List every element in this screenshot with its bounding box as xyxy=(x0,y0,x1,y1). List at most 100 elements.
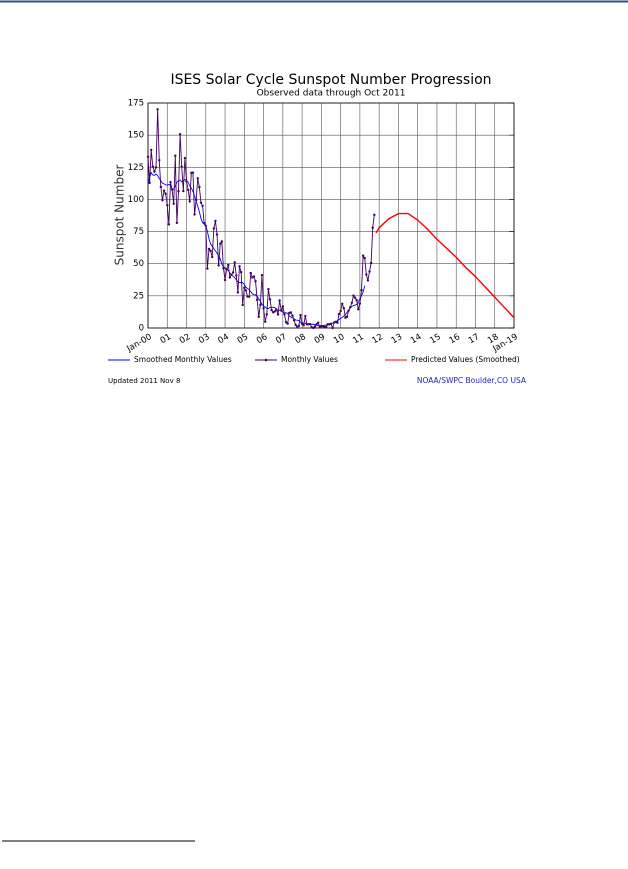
data-point xyxy=(217,264,220,267)
data-point xyxy=(302,324,305,327)
data-point xyxy=(188,200,191,203)
data-point xyxy=(204,224,207,227)
data-point xyxy=(369,261,373,265)
data-point xyxy=(281,305,285,308)
x-tick-label: 12 xyxy=(371,332,385,346)
data-point xyxy=(215,233,219,236)
data-point xyxy=(154,166,158,169)
data-point xyxy=(225,267,228,271)
data-point xyxy=(236,291,240,294)
data-point xyxy=(352,294,355,297)
data-point xyxy=(286,322,289,325)
data-point xyxy=(254,280,257,283)
data-point xyxy=(259,303,262,307)
data-point xyxy=(194,198,198,202)
data-point xyxy=(227,263,230,267)
data-point xyxy=(223,278,227,282)
y-tick-label: 0 xyxy=(139,324,144,334)
data-point xyxy=(206,267,209,270)
data-point xyxy=(353,296,357,299)
data-point xyxy=(222,267,225,270)
data-point xyxy=(276,313,280,316)
data-point xyxy=(178,133,182,136)
data-point xyxy=(247,295,251,298)
data-point xyxy=(252,275,256,278)
data-point xyxy=(180,165,183,168)
data-point xyxy=(182,189,185,193)
y-tick-label: 25 xyxy=(133,291,144,301)
x-tick-label: 18 xyxy=(486,332,500,346)
data-point xyxy=(158,159,161,162)
data-point xyxy=(164,192,167,195)
chart-subtitle: Observed data through Oct 2011 xyxy=(257,89,406,99)
data-point xyxy=(233,261,236,264)
data-point xyxy=(156,108,159,111)
data-point xyxy=(357,308,360,311)
x-tick-label: 13 xyxy=(390,332,404,346)
legend-label: Predicted Values (Smoothed) xyxy=(411,355,520,364)
data-point xyxy=(186,188,190,192)
data-point xyxy=(167,223,171,226)
data-point xyxy=(249,271,252,275)
data-point xyxy=(255,298,259,302)
x-tick-label: 16 xyxy=(448,332,462,346)
data-point xyxy=(162,189,166,192)
data-point xyxy=(185,180,188,183)
data-point xyxy=(267,287,270,291)
footer-right: NOAA/SWPC Boulder,CO USA xyxy=(417,376,527,385)
data-point xyxy=(211,255,214,259)
y-tick-label: 150 xyxy=(128,131,144,141)
data-point xyxy=(260,273,264,277)
data-point xyxy=(368,270,371,273)
data-point xyxy=(331,326,334,330)
data-point xyxy=(153,170,156,173)
data-point xyxy=(193,213,196,216)
y-tick-label: 50 xyxy=(133,259,144,269)
data-point xyxy=(339,309,342,313)
data-point xyxy=(283,313,286,316)
x-tick-label: 02 xyxy=(178,332,192,346)
data-point xyxy=(300,322,304,325)
x-tick-label: 09 xyxy=(313,332,327,346)
x-tick-label: 14 xyxy=(409,332,423,346)
plot-frame xyxy=(147,102,515,329)
data-point xyxy=(161,199,164,202)
data-point xyxy=(371,226,374,229)
x-tick-label: 11 xyxy=(351,332,365,346)
y-tick-label: 75 xyxy=(133,227,144,237)
data-point xyxy=(219,242,222,245)
data-point xyxy=(273,310,277,313)
data-point xyxy=(365,273,368,276)
data-point xyxy=(299,313,302,317)
data-point xyxy=(148,181,151,185)
data-point xyxy=(207,247,211,251)
data-point xyxy=(243,286,246,289)
x-tick-label: 17 xyxy=(467,332,481,346)
x-tick-label: 08 xyxy=(293,332,307,346)
data-point xyxy=(347,309,350,312)
data-point xyxy=(231,271,235,274)
data-point xyxy=(170,188,174,191)
data-point xyxy=(191,171,195,174)
x-tick-label: 03 xyxy=(197,332,211,346)
data-point xyxy=(361,254,365,257)
data-point xyxy=(373,213,376,217)
data-point xyxy=(342,307,346,310)
data-point xyxy=(324,325,328,329)
data-point xyxy=(166,203,169,207)
data-point xyxy=(214,219,217,223)
data-point xyxy=(265,313,268,316)
data-point xyxy=(329,322,333,326)
legend-marker xyxy=(264,358,268,362)
data-point xyxy=(151,165,155,168)
data-point xyxy=(291,314,294,317)
x-tick-label: 07 xyxy=(274,332,288,346)
data-point xyxy=(336,321,339,324)
data-point xyxy=(199,201,203,204)
data-point xyxy=(196,177,199,180)
x-tick-label: 04 xyxy=(216,332,230,346)
data-point xyxy=(220,240,224,243)
y-axis-label: Sunspot Number xyxy=(113,165,127,266)
